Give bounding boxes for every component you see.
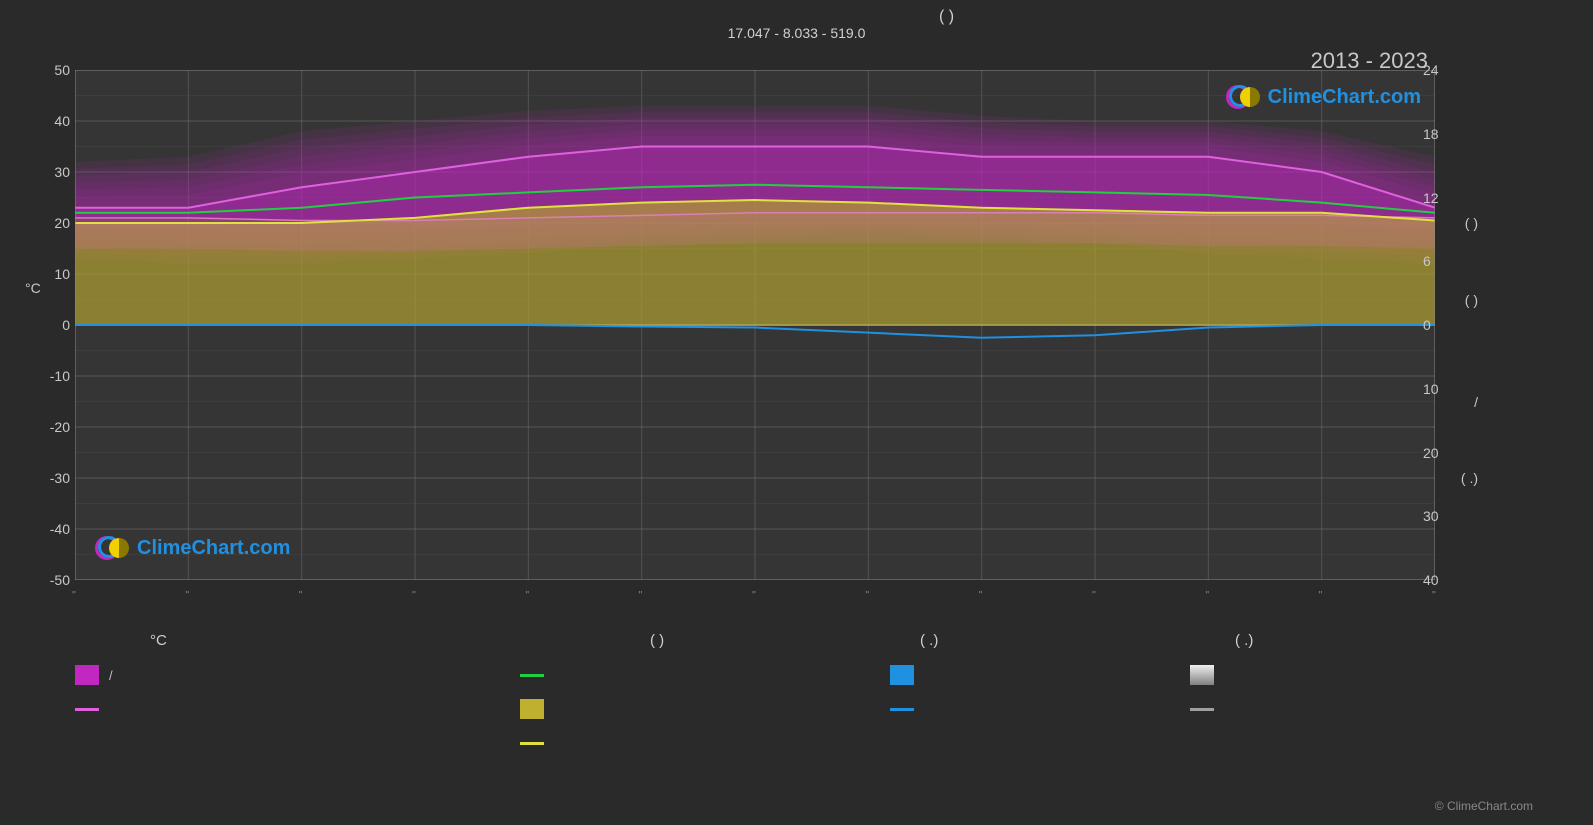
left-tick: -40	[40, 521, 70, 537]
copyright: © ClimeChart.com	[1435, 799, 1533, 813]
month-tick: ''	[1319, 590, 1323, 601]
legend-label: /	[109, 668, 113, 683]
legend-item	[890, 665, 924, 685]
legend-item	[1190, 665, 1224, 685]
right-axis-label: ( )	[1465, 292, 1478, 308]
legend-item	[75, 699, 113, 719]
climate-chart	[75, 70, 1435, 580]
left-tick: 0	[40, 317, 70, 333]
month-tick: ''	[1432, 590, 1436, 601]
left-tick: 20	[40, 215, 70, 231]
right-tick: 0	[1423, 317, 1453, 333]
right-axis-label: /	[1474, 394, 1478, 410]
left-tick: 50	[40, 62, 70, 78]
climechart-logo-icon	[1226, 84, 1262, 110]
right-axis-label: ( )	[1465, 215, 1478, 231]
right-tick: 30	[1423, 508, 1453, 524]
watermark-top: ClimeChart.com	[1226, 84, 1421, 110]
right-tick: 24	[1423, 62, 1453, 78]
legend-item	[520, 699, 554, 719]
right-axis-label: ( .)	[1461, 470, 1478, 486]
legend-header-1: °C	[150, 632, 167, 649]
left-tick: 30	[40, 164, 70, 180]
month-tick: ''	[865, 590, 869, 601]
month-tick: ''	[299, 590, 303, 601]
legend-item	[520, 665, 554, 685]
right-tick: 18	[1423, 126, 1453, 142]
month-tick: ''	[979, 590, 983, 601]
left-tick: -10	[40, 368, 70, 384]
legend-swatch	[1190, 665, 1214, 685]
right-tick: 6	[1423, 253, 1453, 269]
climechart-logo-icon	[95, 535, 131, 561]
left-tick: 10	[40, 266, 70, 282]
month-tick: ''	[752, 590, 756, 601]
legend-col-2	[520, 665, 554, 753]
legend-swatch	[890, 665, 914, 685]
legend-col-1: /	[75, 665, 113, 719]
right-tick: 20	[1423, 445, 1453, 461]
right-tick: 12	[1423, 190, 1453, 206]
month-tick: ''	[72, 590, 76, 601]
month-tick: ''	[1205, 590, 1209, 601]
header-parens-text: ( )	[939, 8, 954, 26]
watermark-text: ClimeChart.com	[1268, 86, 1421, 109]
legend-col-4	[1190, 665, 1224, 719]
legend-line	[890, 708, 914, 711]
legend-line	[1190, 708, 1214, 711]
header-coords: 17.047 - 8.033 - 519.0	[0, 25, 1593, 41]
legend-item	[520, 733, 554, 753]
legend-item: /	[75, 665, 113, 685]
legend-line	[75, 708, 99, 711]
left-tick: -20	[40, 419, 70, 435]
left-tick: -30	[40, 470, 70, 486]
month-tick: ''	[412, 590, 416, 601]
legend-line	[520, 742, 544, 745]
watermark-text: ClimeChart.com	[137, 537, 290, 560]
legend-item	[1190, 699, 1224, 719]
left-axis-label: °C	[25, 280, 41, 296]
legend-line	[520, 674, 544, 677]
header-parens: ( )	[0, 8, 1593, 26]
watermark-bottom: ClimeChart.com	[95, 535, 290, 561]
left-tick: -50	[40, 572, 70, 588]
legend-col-3	[890, 665, 924, 719]
right-tick: 10	[1423, 381, 1453, 397]
right-tick: 40	[1423, 572, 1453, 588]
legend-swatch	[75, 665, 99, 685]
chart-svg	[75, 70, 1435, 580]
legend-header-2: ( )	[650, 632, 664, 649]
legend-header-3: ( .)	[920, 632, 938, 649]
month-tick: ''	[1092, 590, 1096, 601]
month-tick: ''	[525, 590, 529, 601]
month-tick: ''	[639, 590, 643, 601]
legend-item	[890, 699, 924, 719]
legend-header-4: ( .)	[1235, 632, 1253, 649]
legend-swatch	[520, 699, 544, 719]
left-tick: 40	[40, 113, 70, 129]
month-tick: ''	[185, 590, 189, 601]
